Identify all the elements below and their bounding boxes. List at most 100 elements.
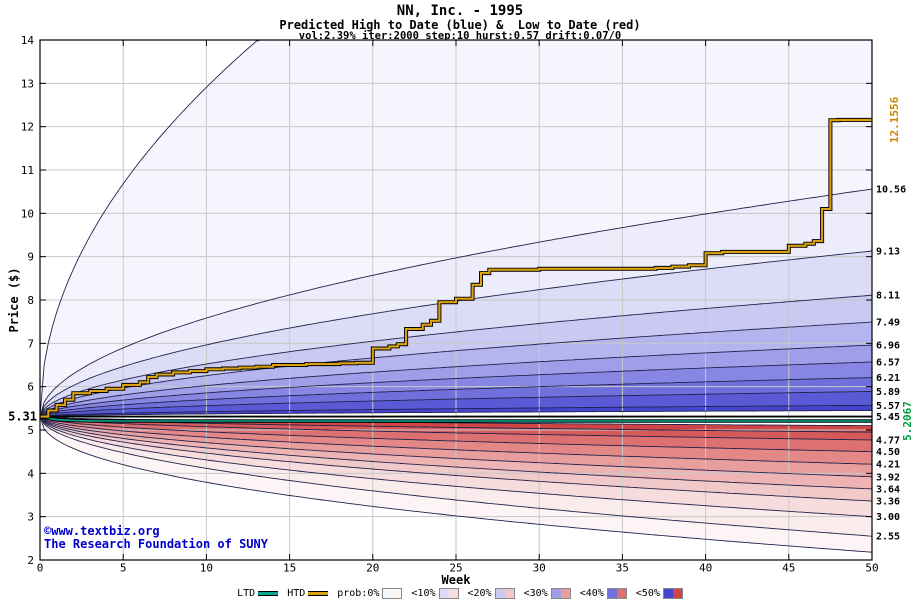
- watermark: ©www.textbiz.org The Research Foundation…: [44, 525, 268, 551]
- y-tick-label: 9: [27, 251, 34, 264]
- ltd-line-swatch: [258, 590, 279, 596]
- chart-params: vol:2.39% iter:2000 step:10 hurst:0.57 d…: [298, 30, 622, 42]
- quantile-line: [39, 416, 873, 465]
- right-axis-label: 3.00: [876, 512, 900, 523]
- quantile-line: [39, 361, 873, 417]
- y-tick-label: 5: [27, 424, 34, 437]
- y-tick-label: 3: [27, 511, 34, 524]
- quantile-line: [39, 416, 873, 553]
- axes: [39, 39, 873, 561]
- y-tick-label: 6: [27, 381, 34, 394]
- x-tick-label: 0: [37, 562, 44, 575]
- band-swatch: [494, 587, 515, 599]
- right-axis-label: 2.55: [876, 532, 900, 543]
- x-axis-title: Week: [441, 573, 471, 587]
- y-tick-label: 11: [21, 164, 34, 177]
- x-tick-label: 10: [200, 562, 213, 575]
- quantile-line: [39, 416, 873, 433]
- legend-label: LTD: [237, 587, 256, 599]
- prob-band: [40, 416, 872, 477]
- right-axis-label: 5.45: [876, 412, 900, 423]
- y-tick-label: 12: [21, 121, 34, 134]
- x-tick-label: 20: [366, 562, 379, 575]
- legend-item-10: <10%: [411, 587, 459, 599]
- legend-label: <50%: [635, 587, 660, 599]
- y-tick-label: 14: [21, 34, 35, 47]
- prob-band: [40, 416, 872, 489]
- htd-line: [40, 118, 872, 418]
- quantile-line: [39, 416, 873, 537]
- right-axis-label: 6.96: [876, 341, 900, 352]
- legend-item-htd: HTD: [287, 587, 329, 599]
- quantile-line: [39, 321, 873, 417]
- right-axis-label: 4.77: [876, 435, 900, 446]
- quantile-line: [39, 377, 873, 417]
- legend-label: <30%: [523, 587, 548, 599]
- quantile-line: [39, 390, 873, 418]
- quantile-line: [39, 410, 872, 418]
- x-tick-label: 35: [616, 562, 629, 575]
- legend-label: <20%: [467, 587, 492, 599]
- ltd-final-label: 5.2067: [901, 401, 914, 441]
- watermark-url: ©www.textbiz.org: [44, 524, 160, 538]
- legend-item-30: <30%: [523, 587, 571, 599]
- quantile-line: [39, 294, 873, 417]
- prob-band: [40, 322, 872, 417]
- chart-subtitle: Predicted High to Date (blue) & Low to D…: [279, 18, 641, 32]
- legend-item-prob0: prob:0%: [337, 587, 403, 599]
- legend-label: <40%: [579, 587, 604, 599]
- x-tick-label: 45: [782, 562, 795, 575]
- watermark-org: The Research Foundation of SUNY: [44, 537, 268, 551]
- chart-title: NN, Inc. - 1995: [396, 3, 524, 19]
- right-axis-label: 8.11: [876, 291, 900, 302]
- x-tick-label: 15: [283, 562, 296, 575]
- legend-label: prob:0%: [337, 587, 380, 599]
- prob-band: [40, 416, 872, 537]
- quantile-line: [39, 188, 873, 417]
- legend: LTD HTD prob:0% <10% <20% <30% <40% <50%: [0, 586, 920, 600]
- right-axis-label: 10.56: [876, 185, 906, 196]
- right-axis-label: 6.21: [876, 373, 900, 384]
- right-axis-label: 9.13: [876, 247, 900, 258]
- right-axis-label: 5.89: [876, 387, 900, 398]
- legend-item-ltd: LTD: [237, 587, 279, 599]
- legend-label: HTD: [287, 587, 306, 599]
- quantile-line: [39, 344, 873, 417]
- htd-final-label: 12.1556: [888, 96, 901, 143]
- x-tick-label: 30: [533, 562, 546, 575]
- prob-band: [40, 416, 872, 502]
- right-axis-label: 4.21: [876, 460, 900, 471]
- quantile-line: [39, 416, 873, 518]
- prob-band: [40, 416, 872, 465]
- htd-line-swatch: [308, 590, 329, 596]
- band-swatch: [606, 587, 627, 599]
- y-axis-title: Price ($): [7, 267, 21, 333]
- right-axis-label: 3.64: [876, 484, 900, 495]
- right-axis-label: 4.50: [876, 447, 900, 458]
- right-axis-label: 6.57: [876, 357, 900, 368]
- y-tick-label: 7: [27, 337, 34, 350]
- quantile-line: [39, 416, 873, 478]
- band-swatch: [382, 587, 403, 599]
- quantile-line: [39, 416, 873, 490]
- x-tick-label: 25: [449, 562, 462, 575]
- series-lines: [39, 117, 872, 423]
- prob-band: [40, 345, 872, 417]
- x-tick-label: 40: [699, 562, 712, 575]
- y-tick-label: 13: [21, 77, 34, 90]
- right-axis-label: 3.92: [876, 472, 900, 483]
- y-tick-label: 8: [27, 294, 34, 307]
- quantile-line: [39, 416, 873, 502]
- quantile-line: [39, 404, 872, 418]
- prob-band: [40, 416, 872, 517]
- prob-band: [40, 295, 872, 417]
- x-tick-label: 50: [865, 562, 878, 575]
- prob-band: [40, 251, 872, 417]
- right-axis-label: 7.49: [876, 318, 900, 329]
- y-tick-label: 10: [21, 207, 34, 220]
- band-swatch: [550, 587, 571, 599]
- start-price-label: 5.31: [8, 410, 37, 424]
